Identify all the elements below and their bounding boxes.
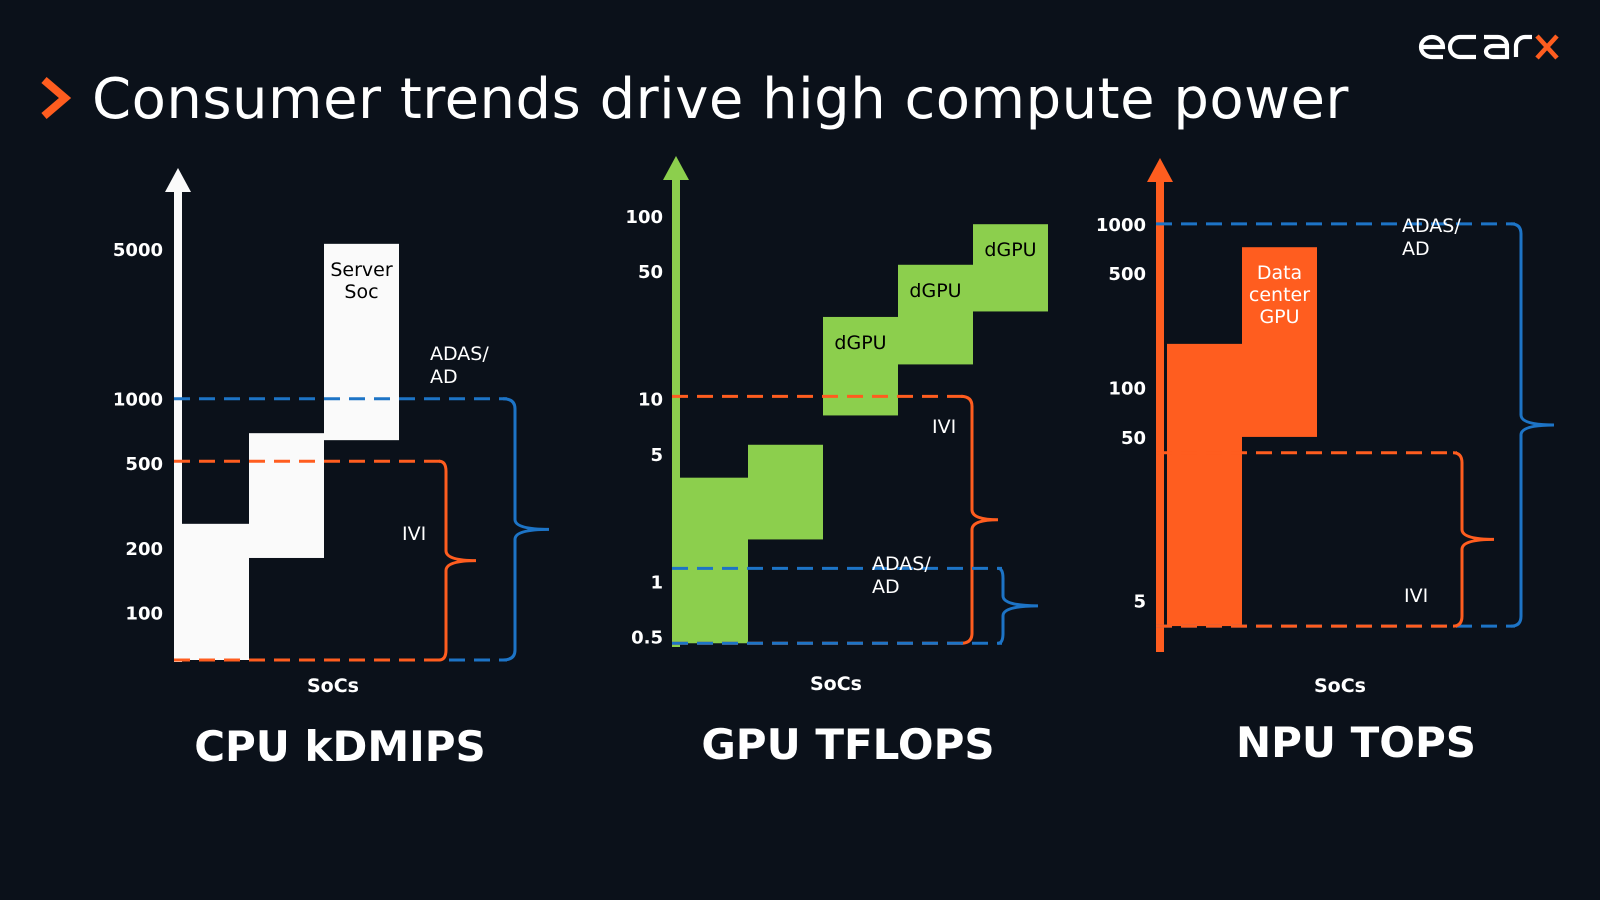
y-tick-label: 500 bbox=[125, 454, 163, 475]
range-label: AD bbox=[1402, 238, 1430, 260]
chart-bar bbox=[973, 224, 1048, 312]
y-tick-label: 50 bbox=[1121, 428, 1146, 449]
y-tick-label: 100 bbox=[625, 207, 663, 228]
y-tick-label: 1 bbox=[650, 573, 663, 594]
range-label: ADAS/ bbox=[872, 553, 931, 575]
bar-label: GPU bbox=[1259, 306, 1299, 328]
slide-title: Consumer trends drive high compute power bbox=[92, 67, 1349, 132]
range-label: AD bbox=[430, 366, 458, 388]
range-brace bbox=[502, 397, 550, 662]
y-tick-label: 200 bbox=[125, 539, 163, 560]
range-label: IVI bbox=[1404, 585, 1428, 607]
y-tick-label: 0.5 bbox=[631, 628, 663, 649]
y-tick-label: 100 bbox=[1108, 379, 1146, 400]
range-label: AD bbox=[872, 576, 900, 598]
y-tick-label: 1000 bbox=[1096, 215, 1146, 236]
chart-bar bbox=[823, 316, 898, 416]
chart-bar bbox=[1242, 247, 1317, 437]
x-axis-label: SoCs bbox=[810, 673, 862, 695]
npu-chart-title: NPU TOPS bbox=[1235, 718, 1477, 767]
y-axis-arrow-icon bbox=[165, 168, 191, 192]
chevron-right-icon bbox=[41, 76, 72, 120]
y-tick-label: 50 bbox=[638, 262, 663, 283]
bar-label: Data bbox=[1257, 262, 1302, 284]
chart-bar bbox=[1167, 343, 1242, 627]
chart-bar bbox=[249, 433, 324, 558]
y-tick-label: 5 bbox=[650, 445, 663, 466]
chart-bar bbox=[748, 444, 823, 540]
range-label: ADAS/ bbox=[1402, 215, 1461, 237]
range-label: IVI bbox=[402, 523, 426, 545]
range-brace bbox=[1510, 222, 1555, 628]
bar-label: Server bbox=[330, 259, 392, 281]
bar-label: dGPU bbox=[909, 280, 961, 302]
range-brace bbox=[1452, 451, 1495, 628]
bar-label: Soc bbox=[344, 281, 378, 303]
range-brace bbox=[997, 566, 1039, 645]
x-axis-label: SoCs bbox=[1314, 675, 1366, 697]
y-tick-label: 500 bbox=[1108, 264, 1146, 285]
y-tick-label: 1000 bbox=[113, 390, 163, 411]
range-brace bbox=[960, 394, 999, 645]
bar-label: dGPU bbox=[834, 332, 886, 354]
range-label: IVI bbox=[932, 416, 956, 438]
range-label: ADAS/ bbox=[430, 343, 489, 365]
y-tick-label: 5 bbox=[1133, 592, 1146, 613]
x-axis-label: SoCs bbox=[307, 675, 359, 697]
y-tick-label: 5000 bbox=[113, 240, 163, 261]
chart-bar bbox=[673, 477, 748, 644]
gpu-chart-title: GPU TFLOPS bbox=[701, 720, 995, 769]
bar-label: dGPU bbox=[984, 239, 1036, 261]
chart-bar bbox=[324, 243, 399, 441]
ecarx-logo: ecarx bbox=[1418, 34, 1559, 60]
cpu-chart-title: CPU kDMIPS bbox=[194, 722, 486, 771]
y-axis-arrow-icon bbox=[1147, 158, 1173, 182]
chart-bar bbox=[174, 523, 249, 660]
y-tick-label: 100 bbox=[125, 604, 163, 625]
bar-label: center bbox=[1249, 284, 1310, 306]
range-brace bbox=[438, 459, 477, 662]
y-tick-label: 10 bbox=[638, 390, 663, 411]
chart-bar bbox=[898, 264, 973, 365]
y-axis-arrow-icon bbox=[663, 156, 689, 180]
